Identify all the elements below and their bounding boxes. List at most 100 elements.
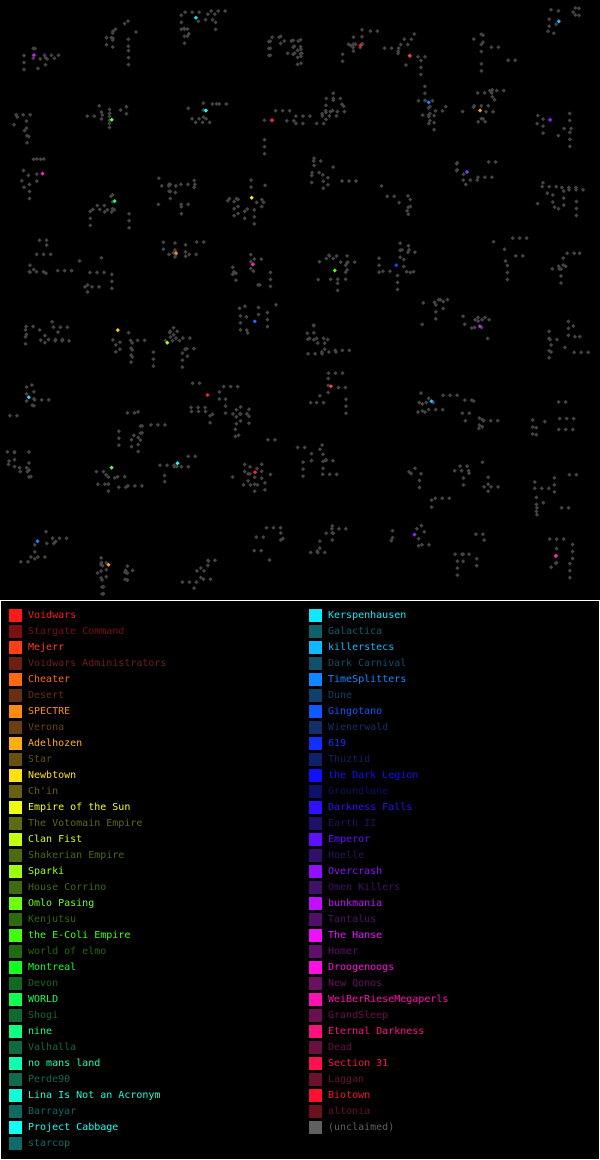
system-dot-unclaimed[interactable] <box>466 471 472 476</box>
system-dot-unclaimed[interactable] <box>234 407 239 412</box>
system-dot-unclaimed[interactable] <box>385 194 390 199</box>
system-dot-unclaimed[interactable] <box>577 334 582 339</box>
system-dot-unclaimed[interactable] <box>182 26 187 31</box>
system-dot-unclaimed[interactable] <box>168 329 173 334</box>
system-dot-unclaimed[interactable] <box>136 435 141 440</box>
system-dot-unclaimed[interactable] <box>551 31 556 36</box>
system-dot-unclaimed[interactable] <box>480 417 485 422</box>
system-dot-owned[interactable] <box>477 108 483 113</box>
system-dot-unclaimed[interactable] <box>540 123 546 129</box>
system-dot-unclaimed[interactable] <box>157 463 163 468</box>
system-dot-unclaimed[interactable] <box>405 42 410 47</box>
system-dot-unclaimed[interactable] <box>126 225 132 230</box>
system-dot-owned[interactable] <box>112 198 117 204</box>
system-dot-unclaimed[interactable] <box>254 466 260 471</box>
system-dot-unclaimed[interactable] <box>408 270 413 275</box>
system-dot-unclaimed[interactable] <box>98 568 104 574</box>
system-dot-unclaimed[interactable] <box>534 121 540 126</box>
system-dot-unclaimed[interactable] <box>179 464 184 469</box>
system-dot-unclaimed[interactable] <box>179 202 184 207</box>
system-dot-unclaimed[interactable] <box>419 542 425 547</box>
system-dot-unclaimed[interactable] <box>43 55 48 60</box>
system-dot-unclaimed[interactable] <box>46 337 51 342</box>
system-dot-unclaimed[interactable] <box>196 19 201 24</box>
system-dot-unclaimed[interactable] <box>88 209 93 214</box>
system-dot-owned[interactable] <box>412 532 417 537</box>
system-dot-unclaimed[interactable] <box>5 449 10 455</box>
system-dot-unclaimed[interactable] <box>482 537 487 543</box>
system-dot-unclaimed[interactable] <box>416 536 421 541</box>
system-dot-unclaimed[interactable] <box>412 250 418 255</box>
system-dot-unclaimed[interactable] <box>334 113 339 119</box>
system-dot-unclaimed[interactable] <box>319 351 325 356</box>
system-dot-unclaimed[interactable] <box>401 264 406 269</box>
system-dot-unclaimed[interactable] <box>166 252 172 257</box>
system-dot-unclaimed[interactable] <box>479 49 484 54</box>
system-dot-unclaimed[interactable] <box>248 252 253 257</box>
system-dot-unclaimed[interactable] <box>19 178 24 183</box>
system-dot-unclaimed[interactable] <box>535 201 540 206</box>
system-dot-unclaimed[interactable] <box>479 317 485 322</box>
system-dot-unclaimed[interactable] <box>21 53 27 58</box>
system-dot-unclaimed[interactable] <box>116 485 121 490</box>
system-dot-unclaimed[interactable] <box>495 484 501 490</box>
system-dot-owned[interactable] <box>553 553 558 559</box>
system-dot-unclaimed[interactable] <box>65 325 70 330</box>
system-dot-unclaimed[interactable] <box>586 350 591 355</box>
system-dot-unclaimed[interactable] <box>238 320 243 326</box>
system-dot-unclaimed[interactable] <box>24 118 29 124</box>
system-dot-unclaimed[interactable] <box>34 178 39 184</box>
system-dot-unclaimed[interactable] <box>99 255 104 261</box>
system-dot-unclaimed[interactable] <box>246 421 252 426</box>
system-dot-unclaimed[interactable] <box>280 108 285 113</box>
system-dot-unclaimed[interactable] <box>39 397 44 403</box>
system-dot-unclaimed[interactable] <box>197 381 202 386</box>
system-dot-unclaimed[interactable] <box>460 559 466 564</box>
system-dot-unclaimed[interactable] <box>173 335 179 341</box>
system-dot-unclaimed[interactable] <box>412 466 418 471</box>
system-dot-unclaimed[interactable] <box>314 400 319 405</box>
system-dot-owned[interactable] <box>250 262 255 267</box>
system-dot-unclaimed[interactable] <box>532 479 537 485</box>
system-dot-unclaimed[interactable] <box>97 103 102 108</box>
system-dot-unclaimed[interactable] <box>186 464 191 469</box>
system-dot-unclaimed[interactable] <box>476 318 481 324</box>
system-dot-unclaimed[interactable] <box>267 557 272 563</box>
system-dot-unclaimed[interactable] <box>343 385 348 390</box>
system-dot-unclaimed[interactable] <box>480 460 485 465</box>
system-dot-unclaimed[interactable] <box>12 457 17 462</box>
system-dot-unclaimed[interactable] <box>194 252 199 257</box>
system-dot-unclaimed[interactable] <box>330 537 335 543</box>
system-dot-unclaimed[interactable] <box>336 526 342 531</box>
system-dot-unclaimed[interactable] <box>155 422 161 428</box>
system-dot-unclaimed[interactable] <box>414 526 419 531</box>
system-dot-unclaimed[interactable] <box>247 464 253 470</box>
system-dot-unclaimed[interactable] <box>401 257 406 262</box>
system-dot-unclaimed[interactable] <box>252 207 257 213</box>
system-dot-unclaimed[interactable] <box>278 41 283 46</box>
system-dot-unclaimed[interactable] <box>252 482 257 487</box>
system-dot-unclaimed[interactable] <box>422 91 428 96</box>
system-dot-unclaimed[interactable] <box>34 252 39 257</box>
system-dot-unclaimed[interactable] <box>234 421 239 426</box>
system-dot-unclaimed[interactable] <box>359 34 365 39</box>
system-dot-unclaimed[interactable] <box>570 427 575 432</box>
system-dot-unclaimed[interactable] <box>85 289 90 295</box>
system-dot-unclaimed[interactable] <box>309 180 314 185</box>
system-dot-unclaimed[interactable] <box>55 329 61 335</box>
system-dot-unclaimed[interactable] <box>566 505 571 511</box>
system-dot-unclaimed[interactable] <box>422 529 427 535</box>
system-dot-unclaimed[interactable] <box>571 416 576 421</box>
system-dot-unclaimed[interactable] <box>200 120 205 125</box>
system-dot-unclaimed[interactable] <box>298 44 303 49</box>
system-dot-unclaimed[interactable] <box>244 314 249 320</box>
system-dot-unclaimed[interactable] <box>110 36 116 41</box>
system-dot-unclaimed[interactable] <box>309 173 314 178</box>
system-dot-unclaimed[interactable] <box>248 266 253 271</box>
system-dot-unclaimed[interactable] <box>110 44 115 50</box>
system-dot-unclaimed[interactable] <box>440 393 446 398</box>
system-dot-owned[interactable] <box>556 19 561 24</box>
system-dot-unclaimed[interactable] <box>185 354 190 359</box>
system-dot-unclaimed[interactable] <box>429 497 434 503</box>
system-dot-unclaimed[interactable] <box>415 54 421 59</box>
